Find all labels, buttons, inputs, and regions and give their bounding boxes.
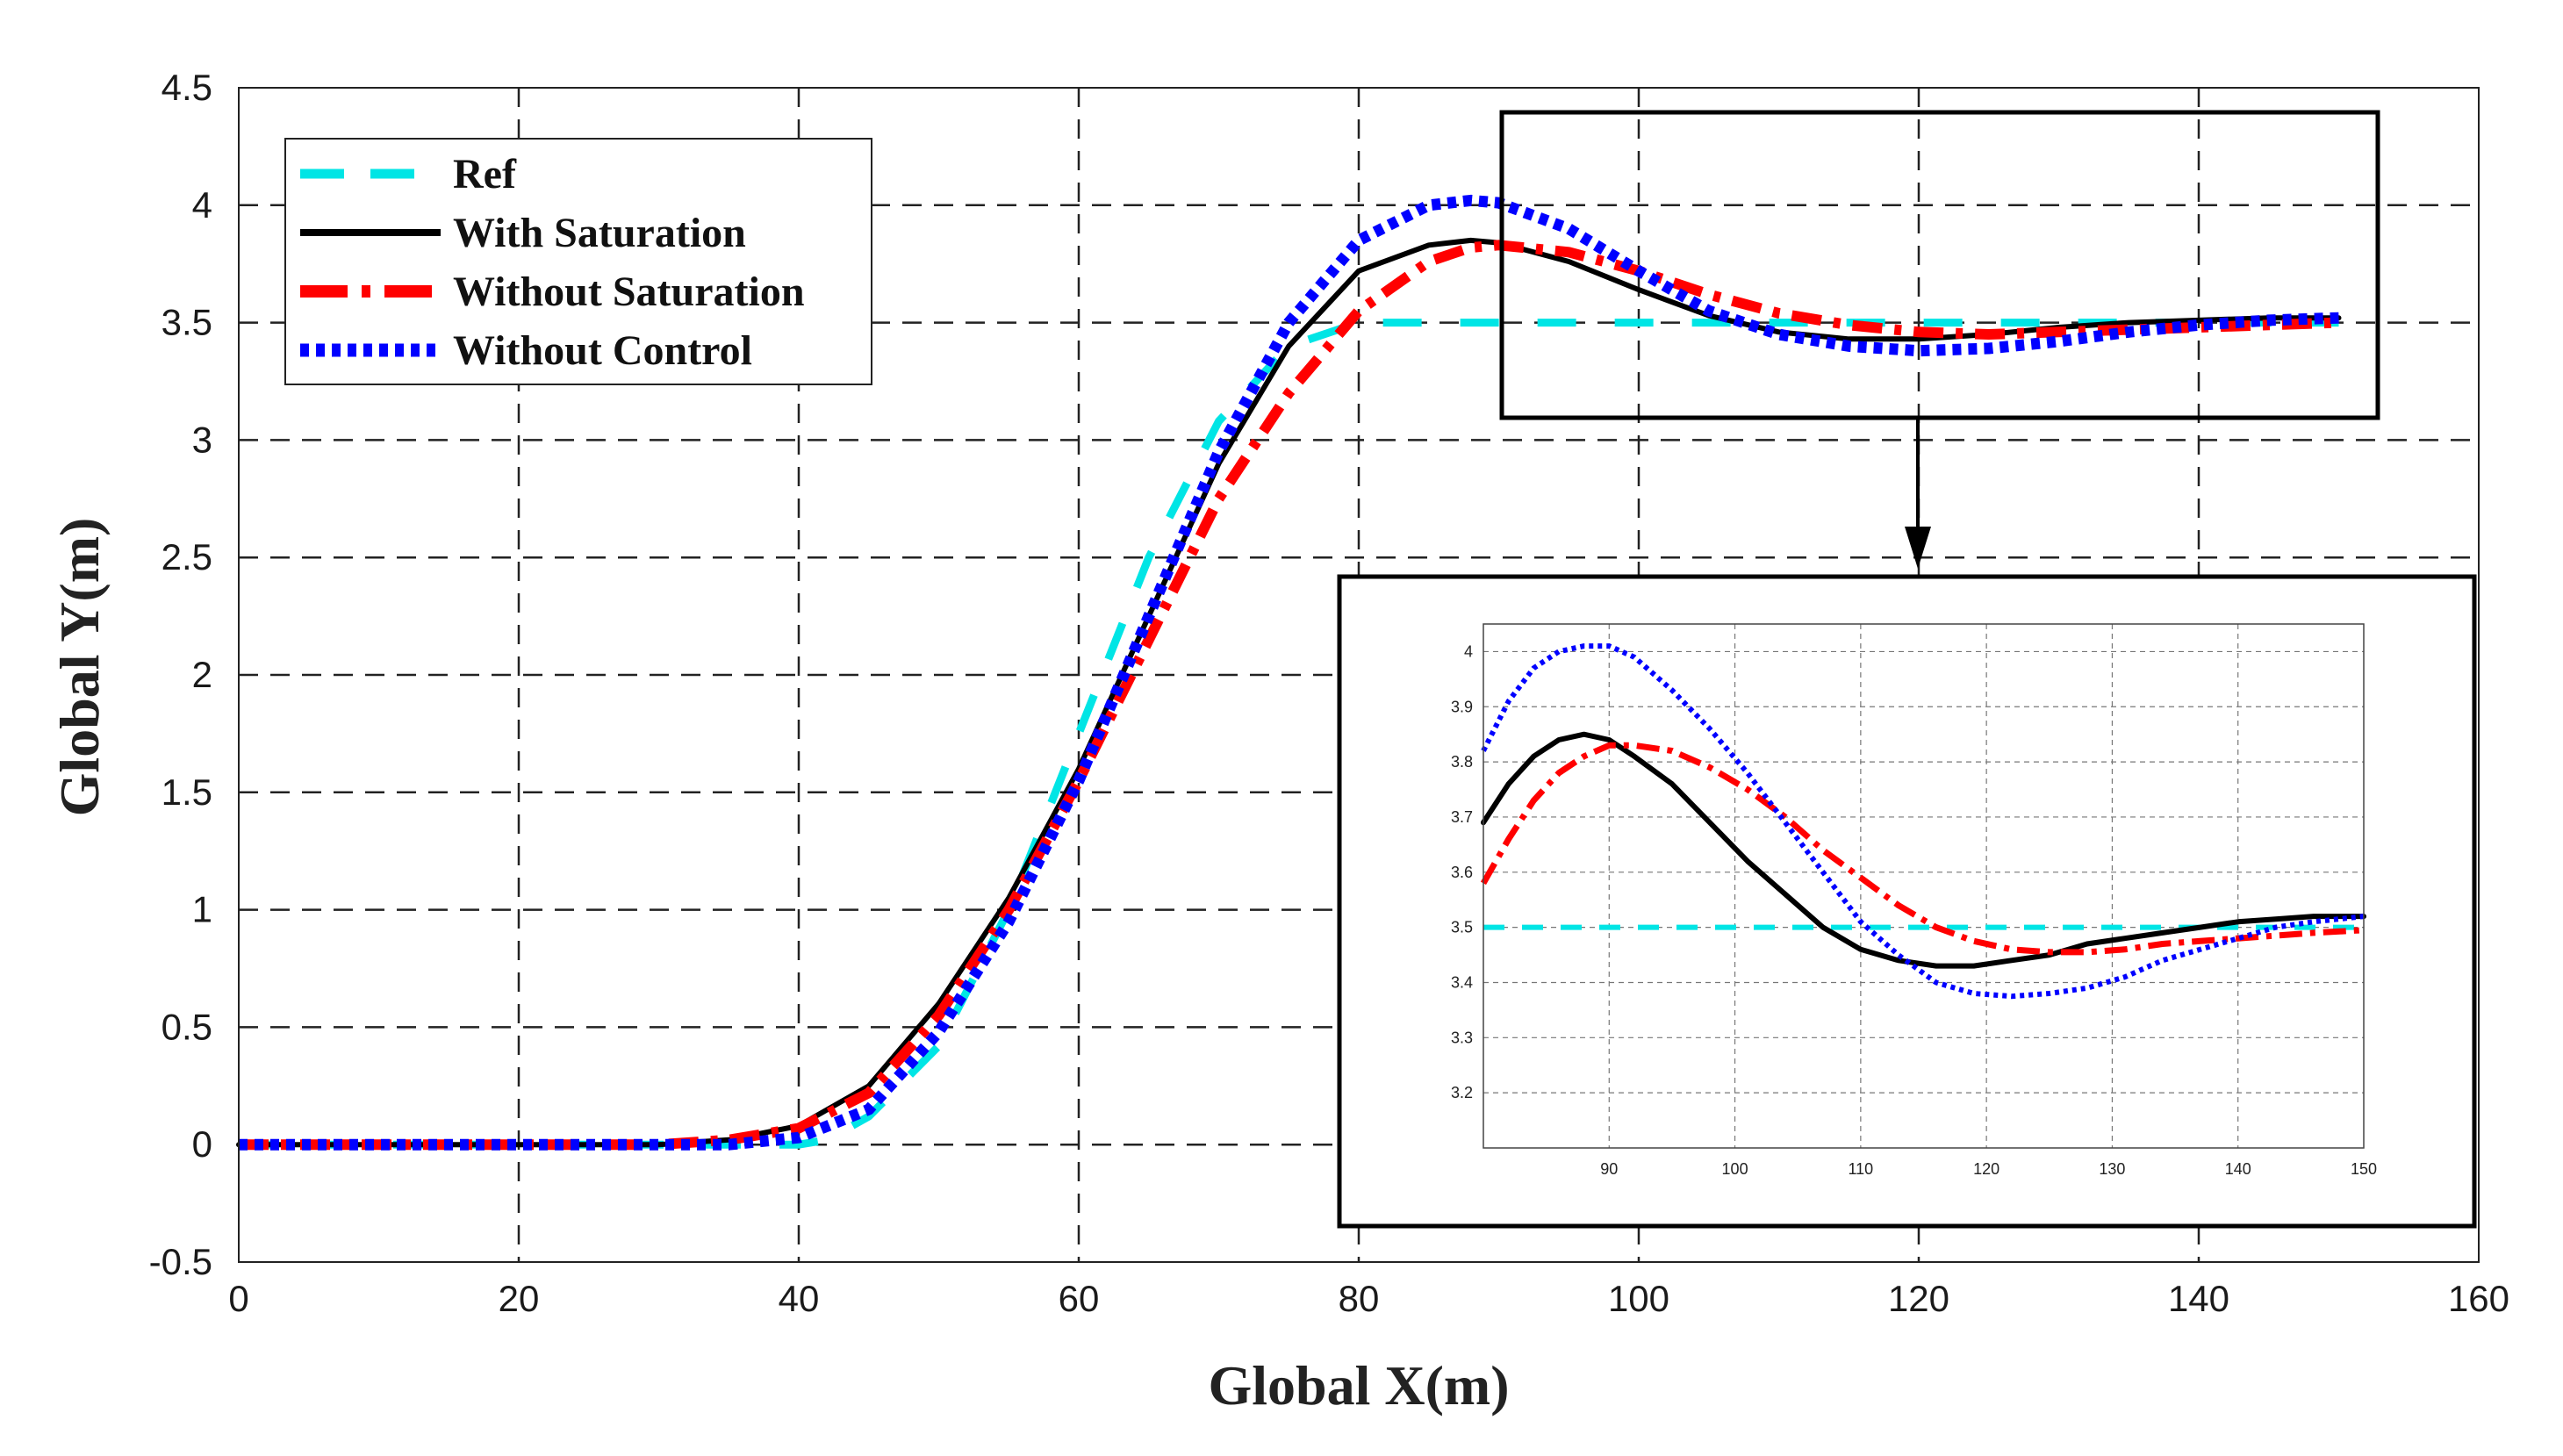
y-tick-label: 3.3 [1451, 1029, 1473, 1046]
x-tick-label: 100 [1608, 1278, 1669, 1319]
inset-panel [1337, 574, 2477, 1229]
y-tick-label: 0.5 [162, 1006, 212, 1047]
inset-plot-frame [1483, 623, 2365, 1149]
x-axis-label: Global X(m) [1208, 1354, 1509, 1417]
x-tick-label: 90 [1600, 1160, 1618, 1178]
main-plot-frame [238, 87, 2480, 1263]
legend-label-ref: Ref [453, 151, 517, 197]
y-tick-label: 2.5 [162, 536, 212, 577]
x-tick-label: 60 [1059, 1278, 1100, 1319]
zoom-connector-arrowhead [1905, 527, 1931, 569]
y-tick-label: 3.6 [1451, 864, 1473, 881]
x-tick-label: 150 [2351, 1160, 2377, 1178]
legend-box [284, 138, 872, 385]
x-tick-label: 140 [2225, 1160, 2251, 1178]
x-tick-label: 140 [2168, 1278, 2229, 1319]
x-tick-label: 100 [1722, 1160, 1748, 1178]
series-line-without-saturation [1480, 742, 2365, 956]
legend-label-with-saturation: With Saturation [453, 210, 746, 256]
x-tick-label: 120 [1973, 1160, 1999, 1178]
main-series [236, 194, 2342, 1151]
main-y-tick-labels: -0.5 0 0.5 1 1.5 2 2.5 3 3.5 4 4.5 [149, 67, 212, 1282]
y-tick-label: 1.5 [162, 771, 212, 813]
series-line-without-control [1481, 643, 2365, 1000]
x-tick-label: 80 [1339, 1278, 1380, 1319]
y-tick-label: 3.5 [1451, 919, 1473, 936]
y-tick-label: 1 [192, 889, 212, 930]
x-tick-label: 20 [499, 1278, 540, 1319]
y-tick-label: -0.5 [149, 1241, 212, 1282]
series-line-without-saturation [239, 240, 2339, 1151]
zoom-region-box [1499, 110, 2380, 420]
legend: Ref With Saturation Without Saturation With… [284, 138, 872, 385]
x-tick-label: 160 [2448, 1278, 2509, 1319]
x-tick-label: 120 [1888, 1278, 1949, 1319]
y-tick-label: 3.8 [1451, 753, 1473, 771]
x-tick-label: 40 [779, 1278, 820, 1319]
y-tick-label: 2 [192, 654, 212, 695]
y-tick-label: 0 [192, 1123, 212, 1165]
inset-x-tick-labels: 90 100 110 120 130 140 150 [1600, 1160, 2377, 1178]
main-x-tick-labels: 0 20 40 60 80 100 120 140 160 [228, 1278, 2509, 1319]
y-tick-label: 3.4 [1451, 973, 1473, 991]
x-tick-label: 0 [228, 1278, 248, 1319]
y-tick-label: 3 [192, 419, 212, 460]
y-tick-label: 4 [1464, 642, 1473, 660]
y-tick-label: 3.9 [1451, 698, 1473, 715]
inset-grid [1483, 624, 2364, 1148]
series-line-with-saturation [1481, 731, 2366, 969]
y-tick-label: 3.7 [1451, 808, 1473, 826]
inset-y-tick-labels: 3.2 3.3 3.4 3.5 3.6 3.7 3.8 3.9 4 [1451, 642, 1473, 1101]
y-tick-label: 4 [192, 184, 212, 226]
legend-label-without-saturation: Without Saturation [453, 269, 805, 315]
y-tick-label: 3.5 [162, 302, 212, 343]
inset-series [1480, 643, 2366, 1000]
y-axis-label: Global Y(m) [48, 518, 111, 817]
y-tick-label: 4.5 [162, 67, 212, 108]
x-tick-label: 110 [1849, 1160, 1874, 1178]
legend-label-without-control: Without Control [453, 327, 752, 374]
y-tick-label: 3.2 [1451, 1084, 1473, 1101]
x-tick-label: 130 [2099, 1160, 2125, 1178]
